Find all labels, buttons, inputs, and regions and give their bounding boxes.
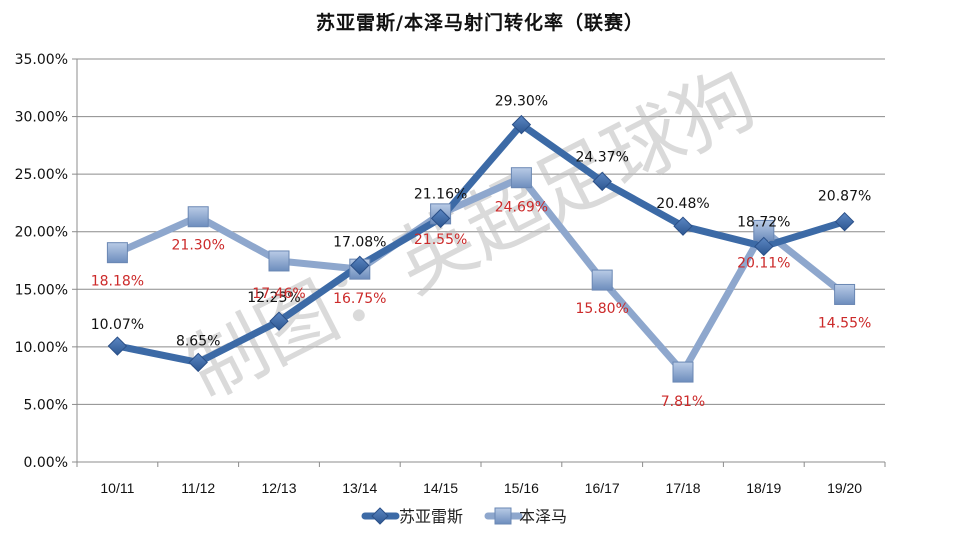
data-label-benzema: 20.11% bbox=[737, 255, 790, 271]
data-labels: 10.07% 8.65% 12.23% 17.08% 21.16% 29.30% 24.37… bbox=[91, 94, 872, 410]
data-label-benzema: 18.18% bbox=[91, 274, 144, 290]
data-label-suarez: 21.16% bbox=[414, 186, 467, 202]
data-label-benzema: 21.55% bbox=[414, 232, 467, 248]
diamond-marker-icon bbox=[269, 311, 289, 331]
data-label-benzema: 16.75% bbox=[333, 291, 386, 307]
diamond-marker-icon bbox=[107, 336, 128, 356]
x-axis-ticks: 10/11 11/12 12/13 13/14 14/15 15/16 16/17 17/18… bbox=[100, 480, 862, 496]
series-lines bbox=[106, 114, 856, 383]
series-line-suarez bbox=[116, 121, 846, 366]
y-tick-label: 30.00% bbox=[15, 110, 68, 126]
square-marker-icon bbox=[510, 167, 532, 189]
data-label-suarez: 20.87% bbox=[818, 189, 871, 205]
data-label-benzema: 24.69% bbox=[495, 200, 548, 216]
legend-label-benzema: 本泽马 bbox=[519, 507, 567, 526]
diamond-marker-icon bbox=[834, 211, 855, 232]
y-tick-label: 20.00% bbox=[15, 225, 68, 241]
x-tick-label: 19/20 bbox=[827, 480, 862, 496]
data-label-suarez: 8.65% bbox=[176, 333, 220, 349]
y-axis-ticks: 0.00% 5.00% 10.00% 15.00% 20.00% 25.00% 30.00%… bbox=[15, 52, 68, 471]
diamond-marker-icon bbox=[350, 255, 370, 276]
x-tick-label: 15/16 bbox=[504, 480, 539, 496]
x-tick-label: 11/12 bbox=[181, 480, 215, 496]
data-label-suarez: 17.08% bbox=[333, 234, 386, 250]
y-tick-label: 5.00% bbox=[24, 397, 68, 413]
y-tick-label: 0.00% bbox=[24, 455, 68, 471]
square-marker-icon bbox=[672, 361, 694, 383]
legend-label-suarez: 苏亚雷斯 bbox=[399, 507, 463, 526]
diamond-marker-icon bbox=[592, 171, 612, 192]
y-tick-label: 10.00% bbox=[15, 340, 68, 356]
legend: 苏亚雷斯 本泽马 bbox=[361, 507, 567, 526]
square-marker-icon bbox=[834, 283, 856, 305]
y-tick-label: 35.00% bbox=[15, 52, 68, 68]
x-tick-label: 13/14 bbox=[342, 480, 377, 496]
chart-title: 苏亚雷斯/本泽马射门转化率（联赛） bbox=[316, 12, 644, 34]
y-tick-label: 15.00% bbox=[15, 282, 68, 298]
data-label-suarez: 10.07% bbox=[91, 317, 144, 333]
diamond-marker-icon bbox=[188, 352, 208, 373]
series-line-benzema bbox=[115, 174, 847, 376]
data-label-benzema: 21.30% bbox=[172, 238, 225, 254]
data-label-suarez: 20.48% bbox=[656, 196, 709, 212]
data-label-benzema: 17.46% bbox=[252, 286, 305, 302]
axes bbox=[72, 58, 886, 467]
x-tick-label: 12/13 bbox=[261, 480, 296, 496]
square-marker-icon bbox=[591, 269, 613, 291]
x-tick-label: 10/11 bbox=[100, 480, 134, 496]
data-label-suarez: 12.23% bbox=[247, 290, 300, 306]
diamond-marker-icon bbox=[430, 208, 451, 229]
square-marker-icon bbox=[268, 250, 290, 272]
square-marker-icon bbox=[106, 242, 128, 264]
data-label-suarez: 24.37% bbox=[576, 149, 629, 165]
diamond-legend-icon bbox=[371, 507, 389, 525]
data-label-suarez: 29.30% bbox=[495, 94, 548, 110]
x-tick-label: 14/15 bbox=[423, 480, 458, 496]
diamond-marker-icon bbox=[673, 216, 693, 236]
data-label-suarez: 18.72% bbox=[737, 214, 790, 230]
data-label-benzema: 7.81% bbox=[661, 394, 705, 410]
diamond-marker-icon bbox=[754, 236, 774, 257]
x-tick-label: 18/19 bbox=[746, 480, 781, 496]
y-tick-label: 25.00% bbox=[15, 167, 68, 183]
square-legend-icon bbox=[494, 507, 512, 525]
square-marker-icon bbox=[187, 206, 209, 228]
data-label-benzema: 15.80% bbox=[576, 301, 629, 317]
data-label-benzema: 14.55% bbox=[818, 315, 871, 331]
x-tick-label: 17/18 bbox=[665, 480, 700, 496]
x-tick-label: 16/17 bbox=[585, 480, 620, 496]
diamond-marker-icon bbox=[511, 114, 532, 135]
